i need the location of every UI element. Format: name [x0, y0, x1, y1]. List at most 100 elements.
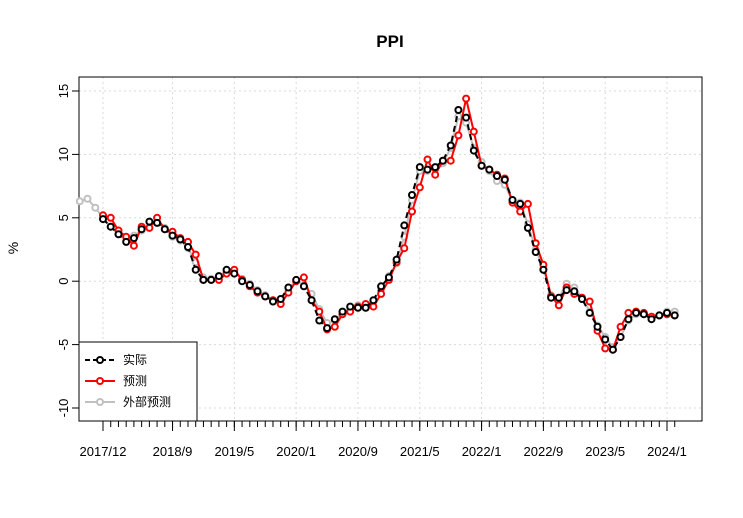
data-point: [469, 127, 478, 136]
y-tick-label: 15: [56, 84, 71, 98]
data-point: [431, 163, 440, 172]
data-point: [323, 324, 332, 333]
data-point: [647, 315, 656, 324]
series-layer: [75, 94, 679, 354]
data-point: [106, 213, 115, 222]
data-point: [354, 303, 362, 312]
legend-marker: [96, 356, 104, 364]
data-point: [338, 307, 347, 316]
data-point: [516, 207, 525, 216]
data-point: [446, 141, 455, 150]
x-tick-label: 2019/5: [214, 444, 254, 459]
legend-marker: [96, 377, 104, 385]
data-point: [106, 222, 115, 231]
legend-label: 预测: [123, 374, 147, 388]
y-tick-label: -5: [56, 339, 71, 351]
data-point: [477, 161, 486, 170]
data-point: [114, 230, 123, 239]
data-point: [608, 345, 617, 354]
data-point: [485, 165, 494, 174]
data-point: [547, 293, 556, 302]
data-point: [315, 316, 324, 325]
data-point: [292, 275, 301, 284]
x-tick-label: 2021/5: [400, 444, 440, 459]
data-point: [377, 282, 386, 291]
data-point: [230, 269, 239, 278]
data-point: [191, 250, 200, 259]
data-point: [462, 94, 471, 103]
data-point: [346, 302, 355, 311]
data-point: [238, 277, 247, 286]
legend-item: 预测: [85, 374, 147, 388]
data-point: [578, 295, 586, 303]
data-point: [415, 183, 424, 192]
data-point: [176, 235, 185, 244]
data-point: [168, 231, 177, 240]
legend-marker: [96, 398, 104, 406]
data-point: [601, 344, 610, 353]
data-point: [222, 265, 231, 274]
data-point: [562, 286, 571, 295]
data-point: [601, 335, 610, 344]
data-point: [207, 275, 216, 284]
series-0: [99, 106, 679, 354]
data-point: [423, 155, 432, 164]
y-axis: -10 -5 0 5 10 15: [56, 84, 80, 417]
data-point: [269, 297, 277, 306]
data-point: [616, 322, 625, 331]
data-point: [245, 281, 254, 289]
data-point: [655, 311, 664, 320]
data-point: [423, 165, 432, 174]
data-point: [392, 255, 401, 264]
legend-item: 外部预测: [85, 394, 171, 409]
data-point: [153, 218, 162, 227]
data-point: [129, 234, 138, 243]
data-point: [145, 217, 154, 226]
data-point: [400, 244, 409, 253]
data-point: [369, 296, 378, 305]
data-point: [137, 225, 146, 234]
data-point: [585, 308, 594, 317]
chart-title: PPI: [376, 32, 403, 51]
data-point: [307, 296, 316, 305]
data-point: [91, 203, 100, 212]
legend-label: 实际: [123, 352, 147, 367]
x-tick-label: 2018/9: [153, 444, 193, 459]
data-point: [624, 315, 633, 324]
data-point: [616, 333, 625, 341]
data-point: [160, 225, 169, 234]
x-axis: 2017/12 2018/9 2019/5 2020/1 2020/9 2021/5 202…: [79, 420, 702, 459]
data-point: [516, 199, 525, 208]
legend-item: 实际: [85, 352, 147, 367]
data-point: [585, 297, 594, 306]
data-point: [454, 131, 463, 140]
data-point: [446, 156, 455, 165]
x-tick-label: 2017/12: [80, 444, 127, 459]
x-tick-label: 2023/5: [585, 444, 625, 459]
data-point: [554, 293, 563, 302]
data-point: [415, 163, 424, 172]
data-point: [284, 283, 293, 292]
y-tick-label: 5: [56, 214, 71, 221]
y-axis-label: %: [5, 242, 21, 254]
data-point: [670, 311, 679, 320]
data-point: [408, 207, 416, 216]
data-point: [400, 221, 409, 230]
data-point: [454, 106, 463, 114]
data-point: [493, 172, 501, 180]
y-tick-label: 10: [56, 147, 71, 161]
x-tick-label: 2022/9: [524, 444, 564, 459]
data-point: [299, 282, 308, 291]
data-point: [539, 265, 548, 274]
data-point: [75, 197, 84, 206]
data-point: [469, 146, 478, 155]
data-point: [83, 194, 92, 203]
data-point: [570, 287, 579, 296]
data-point: [99, 215, 107, 224]
data-point: [593, 322, 602, 331]
data-point: [462, 113, 471, 122]
data-point: [523, 223, 532, 232]
data-point: [214, 272, 223, 281]
data-point: [330, 322, 339, 331]
data-point: [523, 199, 532, 208]
